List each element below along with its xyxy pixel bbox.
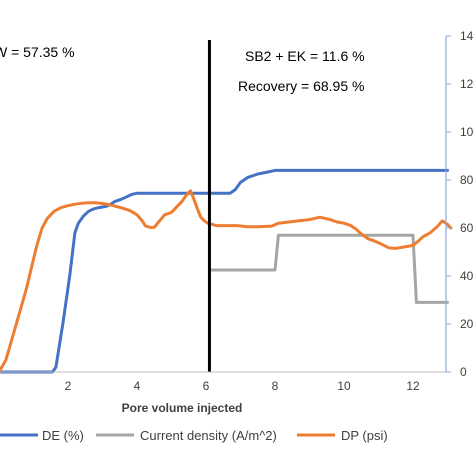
legend-label: DP (psi) (341, 428, 388, 443)
x-tick-label: 8 (272, 379, 279, 393)
y2-tick-label: 0 (460, 365, 467, 379)
y2-tick-label: 140 (460, 29, 474, 43)
y2-tick-label: 20 (460, 317, 474, 331)
legend: DE (%) Current density (A/m^2) DP (psi) (0, 428, 388, 443)
series-layer (0, 168, 453, 374)
x-axis-title: Pore volume injected (122, 401, 243, 415)
x-tick-label: 2 (65, 379, 72, 393)
y2-tick-label: 100 (460, 125, 474, 139)
series-line-0 (0, 168, 449, 374)
annotation-sb2-ek: SB2 + EK = 11.6 % (245, 48, 365, 64)
y2-tick-label: 80 (460, 173, 474, 187)
x-tick-label: 10 (337, 379, 351, 393)
legend-label: DE (%) (42, 428, 84, 443)
x-axis-ticks: 2468101214 (65, 379, 420, 393)
x-tick-label: 6 (203, 379, 210, 393)
secondary-y-axis-ticks: 0 20 40 60 80 100 120 140 (446, 29, 474, 379)
series-line-2 (0, 189, 453, 374)
legend-label: Current density (A/m^2) (140, 428, 277, 443)
x-tick-label: 12 (406, 379, 420, 393)
y2-tick-label: 120 (460, 77, 474, 91)
x-tick-label: 4 (134, 379, 141, 393)
annotation-left: W = 57.35 % (0, 44, 75, 60)
y2-tick-label: 40 (460, 269, 474, 283)
series-line-1 (207, 233, 449, 304)
y2-tick-label: 60 (460, 221, 474, 235)
annotation-recovery: Recovery = 68.95 % (238, 78, 364, 94)
